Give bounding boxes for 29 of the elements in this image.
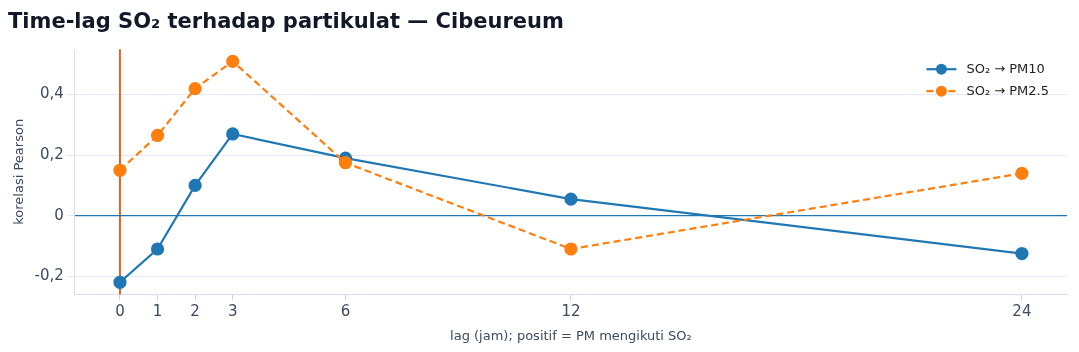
point	[1015, 166, 1029, 180]
legend-label: SO₂ → PM2.5	[966, 82, 1050, 98]
y-axis-title: korelasi Pearson	[11, 118, 27, 225]
x-tick-label: 0	[115, 302, 125, 321]
y-tick-label: 0,2	[40, 145, 64, 164]
x-axis-title: lag (jam); positif = PM mengikuti SO₂	[450, 327, 692, 343]
point	[188, 178, 202, 193]
y-tick-label: 0,4	[40, 84, 64, 103]
point	[150, 242, 165, 256]
point	[226, 127, 240, 141]
point	[226, 54, 240, 68]
legend-label: SO₂ → PM10	[966, 60, 1045, 76]
point	[338, 156, 353, 170]
x-tick-label: 2	[190, 302, 200, 321]
point	[188, 81, 202, 96]
x-tick-label: 24	[1012, 302, 1032, 321]
x-tick-label: 12	[561, 302, 581, 321]
y-tick-label: 0	[54, 205, 64, 224]
point	[564, 192, 578, 206]
x-tick-label: 1	[152, 302, 163, 321]
x-tick-label: 3	[227, 302, 238, 321]
point	[113, 163, 127, 177]
point	[150, 128, 165, 143]
y-tick-label: -0,2	[34, 266, 64, 285]
point	[113, 275, 127, 289]
point	[564, 242, 578, 256]
x-tick-label: 6	[340, 302, 351, 321]
point	[1015, 246, 1029, 261]
chart-title: Time-lag SO₂ terhadap partikulat — Cibeureum	[8, 9, 564, 34]
